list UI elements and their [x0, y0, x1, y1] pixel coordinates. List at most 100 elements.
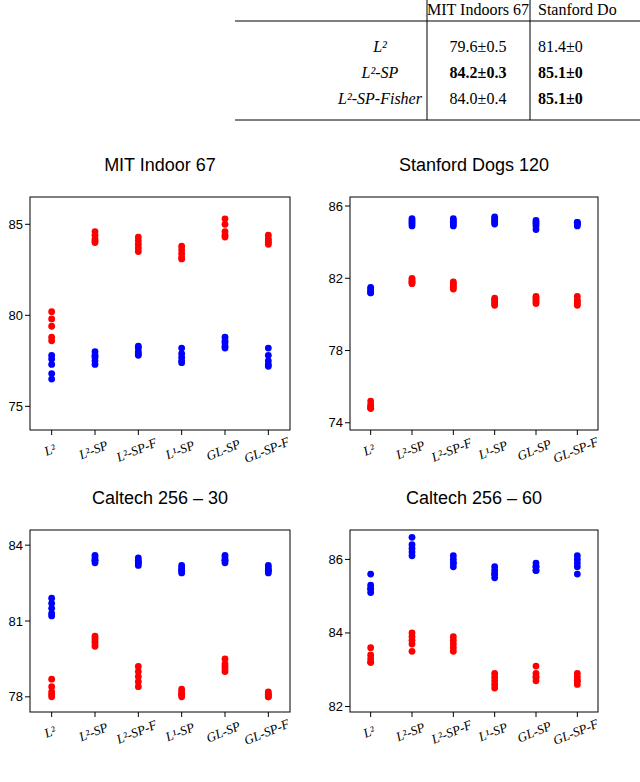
point: [367, 405, 374, 412]
point: [178, 359, 185, 366]
point: [48, 308, 55, 315]
point: [450, 217, 457, 224]
y-tick: [25, 545, 30, 546]
x-tick-label: L¹-SP: [475, 719, 509, 745]
point: [367, 405, 374, 412]
x-tick: [51, 430, 52, 435]
point: [92, 643, 99, 650]
panel: Caltech 256 – 60828486L²L²-SPL²-SP-FL¹-S…: [329, 488, 602, 748]
point: [92, 559, 99, 566]
x-tick: [181, 430, 182, 435]
chart-title: Caltech 256 – 60: [406, 488, 542, 508]
x-tick: [370, 712, 371, 717]
point: [265, 241, 272, 248]
x-tick-label: GL-SP: [515, 436, 553, 463]
y-tick-label: 81: [9, 614, 23, 629]
y-tick-label: 84: [9, 538, 23, 553]
y-tick-label: 75: [9, 399, 23, 414]
point: [222, 668, 229, 675]
x-tick-label: L²: [41, 722, 59, 741]
point: [135, 562, 142, 569]
x-tick: [453, 712, 454, 717]
x-tick-label: GL-SP: [204, 718, 242, 745]
x-tick: [453, 430, 454, 435]
point: [574, 681, 581, 688]
y-tick-label: 86: [329, 552, 343, 567]
chart-title: MIT Indoor 67: [104, 155, 216, 175]
point: [533, 663, 540, 670]
point: [367, 571, 374, 578]
point: [367, 585, 374, 592]
x-tick: [138, 712, 139, 717]
y-tick: [345, 706, 350, 707]
table-rule: [427, 0, 428, 120]
point: [533, 677, 540, 684]
panel: Stanford Dogs 12074788286L²L²-SPL²-SP-FL…: [329, 155, 602, 466]
y-tick-label: 86: [329, 199, 343, 214]
x-tick: [494, 430, 495, 435]
point: [48, 316, 55, 323]
table-rule: [235, 21, 640, 22]
x-tick-label: L²-SP-F: [113, 435, 160, 465]
y-tick: [345, 422, 350, 423]
table-cell: 84.2±0.3: [450, 64, 507, 81]
x-tick: [370, 430, 371, 435]
point: [135, 352, 142, 359]
point: [409, 648, 416, 655]
x-tick: [268, 430, 269, 435]
plot-frame: [30, 197, 290, 430]
y-tick-label: 80: [9, 308, 23, 323]
row-label: L²-SP-Fisher: [337, 90, 423, 107]
x-tick-label: GL-SP-F: [242, 434, 293, 466]
point: [409, 219, 416, 226]
point: [48, 323, 55, 330]
table-cell: 84.0±0.4: [450, 90, 507, 107]
y-tick: [25, 621, 30, 622]
point: [367, 659, 374, 666]
x-tick-label: GL-SP-F: [551, 716, 602, 748]
point: [48, 613, 55, 620]
point: [92, 361, 99, 368]
y-tick: [345, 278, 350, 279]
point: [48, 693, 55, 700]
point: [367, 585, 374, 592]
plot-frame: [30, 530, 290, 712]
point: [135, 683, 142, 690]
x-tick: [51, 712, 52, 717]
x-tick-label: L²-SP-F: [428, 435, 475, 465]
chart-title: Caltech 256 – 30: [92, 488, 228, 508]
point: [178, 693, 185, 700]
point: [48, 676, 55, 683]
point: [367, 289, 374, 296]
row-label: L²: [372, 38, 388, 55]
point: [450, 648, 457, 655]
point: [265, 570, 272, 577]
x-tick: [225, 430, 226, 435]
x-tick: [138, 430, 139, 435]
x-tick: [577, 430, 578, 435]
table-cell: 85.1±0: [538, 90, 583, 107]
plot-frame: [350, 530, 598, 712]
point: [48, 337, 55, 344]
panel: MIT Indoor 67758085L²L²-SPL²-SP-FL¹-SPGL…: [9, 155, 293, 466]
point: [533, 219, 540, 226]
y-tick-label: 74: [329, 415, 343, 430]
x-tick-label: GL-SP: [204, 436, 242, 463]
point: [409, 641, 416, 648]
y-tick-label: 78: [329, 343, 343, 358]
point: [533, 226, 540, 233]
table-header: MIT Indoors 67: [427, 1, 529, 18]
point: [222, 345, 229, 352]
x-tick: [225, 712, 226, 717]
y-tick-label: 82: [329, 271, 343, 286]
point: [450, 282, 457, 289]
x-tick: [536, 430, 537, 435]
point: [265, 345, 272, 352]
y-tick: [25, 696, 30, 697]
x-tick: [494, 712, 495, 717]
x-tick: [181, 712, 182, 717]
x-tick: [268, 712, 269, 717]
point: [222, 559, 229, 566]
point: [135, 248, 142, 255]
point: [367, 289, 374, 296]
